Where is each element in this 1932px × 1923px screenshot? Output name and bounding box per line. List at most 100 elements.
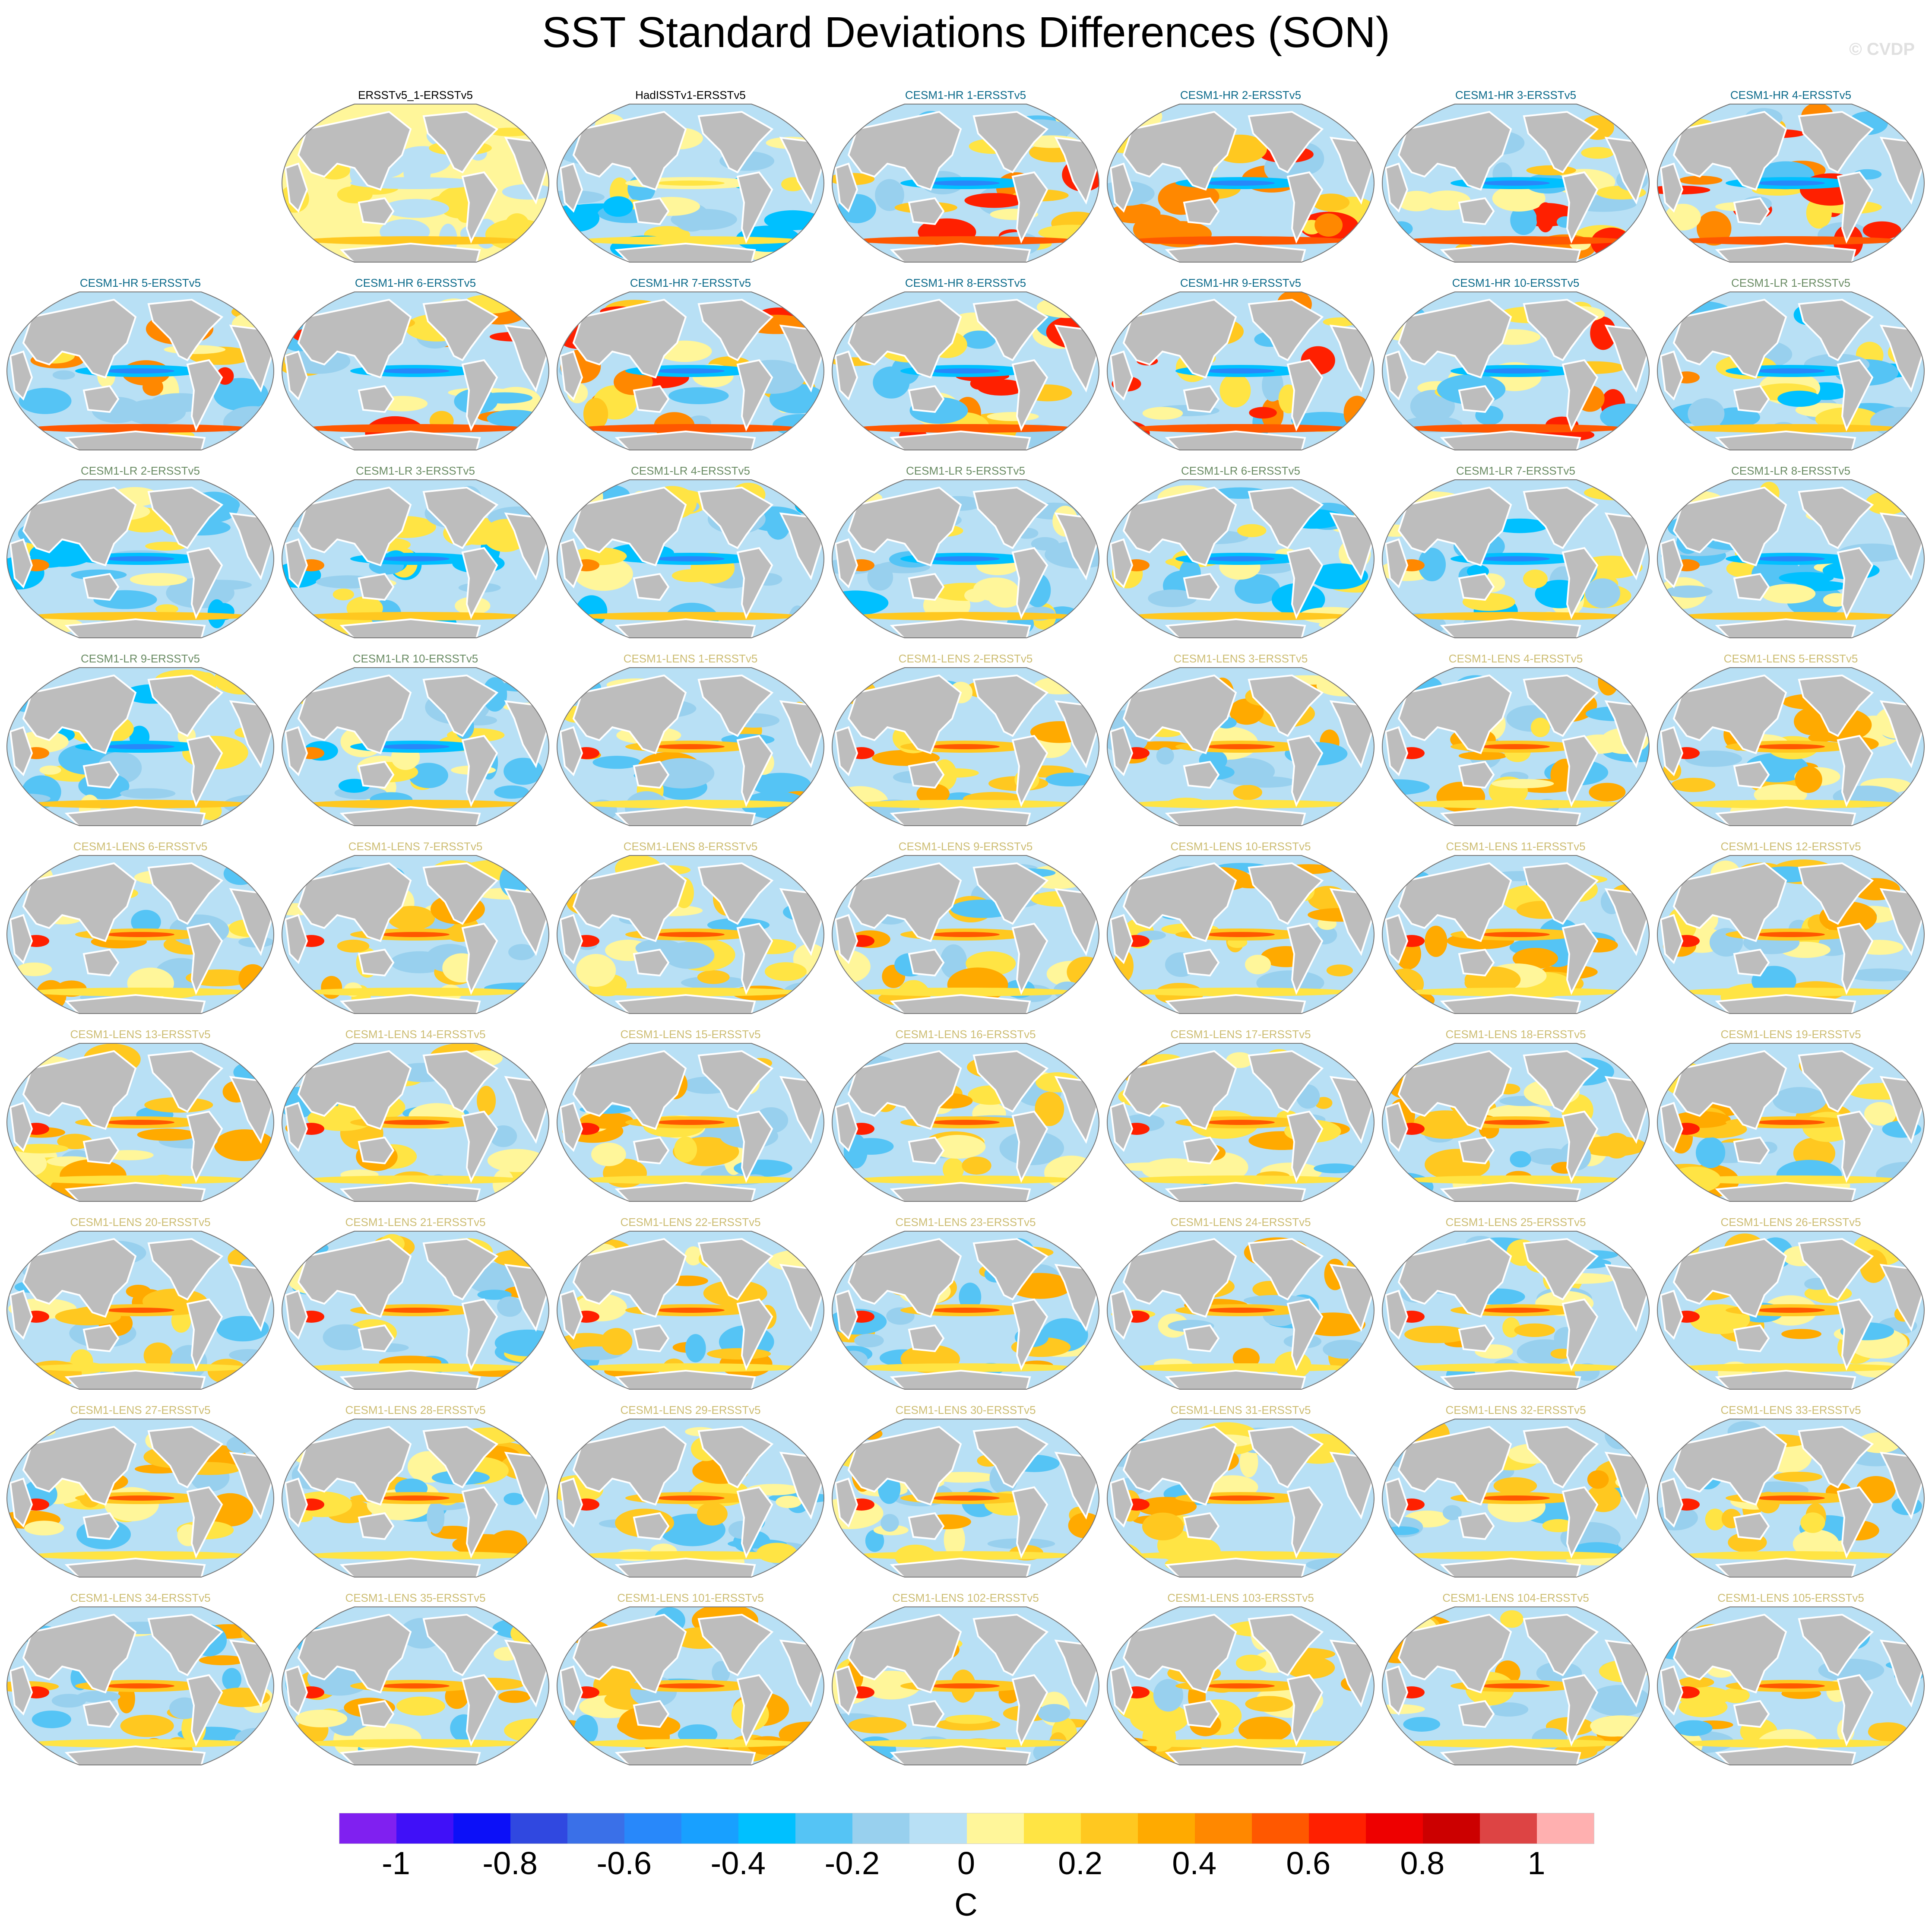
- land-mass: [186, 735, 223, 808]
- anomaly-patch: [1239, 1447, 1258, 1478]
- panel-title: CESM1-HR 9-ERSSTv5: [1180, 276, 1302, 289]
- anomaly-patch: [1590, 1715, 1649, 1737]
- land-mass: [284, 350, 308, 401]
- panel-title: CESM1-LENS 14-ERSSTv5: [345, 1028, 486, 1041]
- panel-title: CESM1-LENS 104-ERSSTv5: [1442, 1591, 1589, 1604]
- land-mass: [614, 1182, 756, 1201]
- land-mass: [339, 806, 481, 826]
- anomaly-patch: [656, 556, 725, 561]
- anomaly-patch: [1756, 556, 1825, 561]
- map-panel: CESM1-LENS 33-ERSSTv5: [1656, 1403, 1925, 1581]
- land-mass: [1733, 948, 1770, 977]
- sst-difference-map: [556, 479, 825, 638]
- anomaly-patch: [656, 1120, 725, 1125]
- land-mass: [1672, 862, 1787, 942]
- map-panel: CESM1-HR 2-ERSSTv5: [1106, 89, 1375, 266]
- map-outline: [556, 104, 825, 263]
- land-mass: [890, 430, 1031, 450]
- anomaly-patch: [1847, 968, 1914, 982]
- map-panel: CESM1-HR 9-ERSSTv5: [1106, 276, 1375, 453]
- land-mass: [1122, 298, 1237, 379]
- map-outline: [281, 1043, 550, 1202]
- land-mass: [1672, 1050, 1787, 1130]
- land-mass: [284, 1102, 308, 1152]
- land-mass: [614, 1745, 756, 1765]
- land-mass: [147, 298, 224, 361]
- land-mass: [1672, 1426, 1787, 1506]
- sst-difference-map: [831, 667, 1100, 826]
- anomaly-patch: [477, 1086, 496, 1116]
- land-mass: [1286, 1298, 1324, 1371]
- anomaly-patch: [977, 379, 1026, 396]
- colorbar-swatch: [1194, 1813, 1252, 1844]
- anomaly-patch: [431, 1526, 475, 1539]
- map-outline: [281, 1419, 550, 1578]
- land-mass: [1523, 486, 1599, 549]
- land-mass: [908, 573, 945, 601]
- anomaly-patch: [1808, 733, 1833, 742]
- sst-difference-map: [831, 1419, 1100, 1578]
- anomaly-patch: [16, 962, 52, 976]
- anomaly-patch: [1238, 1717, 1292, 1742]
- anomaly-patch: [944, 1522, 965, 1557]
- anomaly-patch: [1458, 751, 1508, 760]
- map-outline: [831, 1043, 1100, 1202]
- land-mass: [1011, 1110, 1048, 1183]
- land-mass: [1561, 1486, 1599, 1559]
- land-mass: [1715, 806, 1856, 826]
- land-mass: [1798, 486, 1874, 549]
- land-mass: [1837, 735, 1874, 808]
- colorbar-swatch: [966, 1813, 1024, 1844]
- anomaly-patch: [498, 1690, 531, 1703]
- land-mass: [736, 1298, 773, 1371]
- land-mass: [908, 1324, 945, 1353]
- land-mass: [1011, 171, 1048, 244]
- land-mass: [614, 806, 756, 826]
- anomaly-patch: [674, 1136, 697, 1163]
- land-mass: [284, 726, 308, 776]
- land-mass: [339, 994, 481, 1014]
- colorbar-swatch: [396, 1813, 454, 1844]
- land-mass: [847, 298, 962, 379]
- land-mass: [1440, 1369, 1581, 1389]
- anomaly-patch: [155, 604, 178, 614]
- land-mass: [1715, 1182, 1856, 1201]
- land-mass: [1440, 430, 1581, 450]
- map-outline: [1656, 479, 1925, 638]
- land-mass: [1183, 1700, 1220, 1728]
- land-mass: [1458, 1700, 1495, 1728]
- anomaly-patch: [105, 1495, 174, 1501]
- map-panel: CESM1-LENS 8-ERSSTv5: [556, 840, 825, 1017]
- map-outline: [1656, 1043, 1925, 1202]
- land-mass: [1248, 1050, 1324, 1113]
- land-mass: [1011, 1674, 1048, 1747]
- land-mass: [1837, 1486, 1874, 1559]
- panel-title: CESM1-LENS 101-ERSSTv5: [617, 1591, 764, 1604]
- land-mass: [1183, 760, 1220, 789]
- land-mass: [1523, 1613, 1599, 1676]
- land-mass: [186, 547, 223, 620]
- anomaly-patch: [1206, 932, 1275, 937]
- land-mass: [1837, 922, 1874, 995]
- land-mass: [1523, 862, 1599, 925]
- sst-difference-map: [281, 291, 550, 450]
- sst-difference-map: [1106, 1231, 1375, 1390]
- land-mass: [1183, 197, 1220, 225]
- panel-title: CESM1-LENS 23-ERSSTv5: [895, 1216, 1036, 1229]
- anomaly-patch: [1526, 165, 1576, 175]
- land-mass: [834, 1102, 858, 1152]
- map-panel: CESM1-LR 10-ERSSTv5: [281, 652, 550, 829]
- land-mass: [1109, 726, 1134, 776]
- anomaly-patch: [751, 773, 811, 796]
- land-mass: [9, 726, 33, 776]
- land-mass: [284, 1289, 308, 1340]
- land-mass: [1440, 618, 1581, 638]
- map-panel: CESM1-LR 9-ERSSTv5: [6, 652, 275, 829]
- land-mass: [1672, 111, 1787, 191]
- land-mass: [1122, 1426, 1237, 1506]
- land-mass: [1384, 538, 1409, 589]
- anomaly-patch: [987, 412, 1039, 421]
- land-mass: [1733, 1512, 1770, 1540]
- anomaly-patch: [1312, 193, 1350, 212]
- map-panel: CESM1-LENS 12-ERSSTv5: [1656, 840, 1925, 1017]
